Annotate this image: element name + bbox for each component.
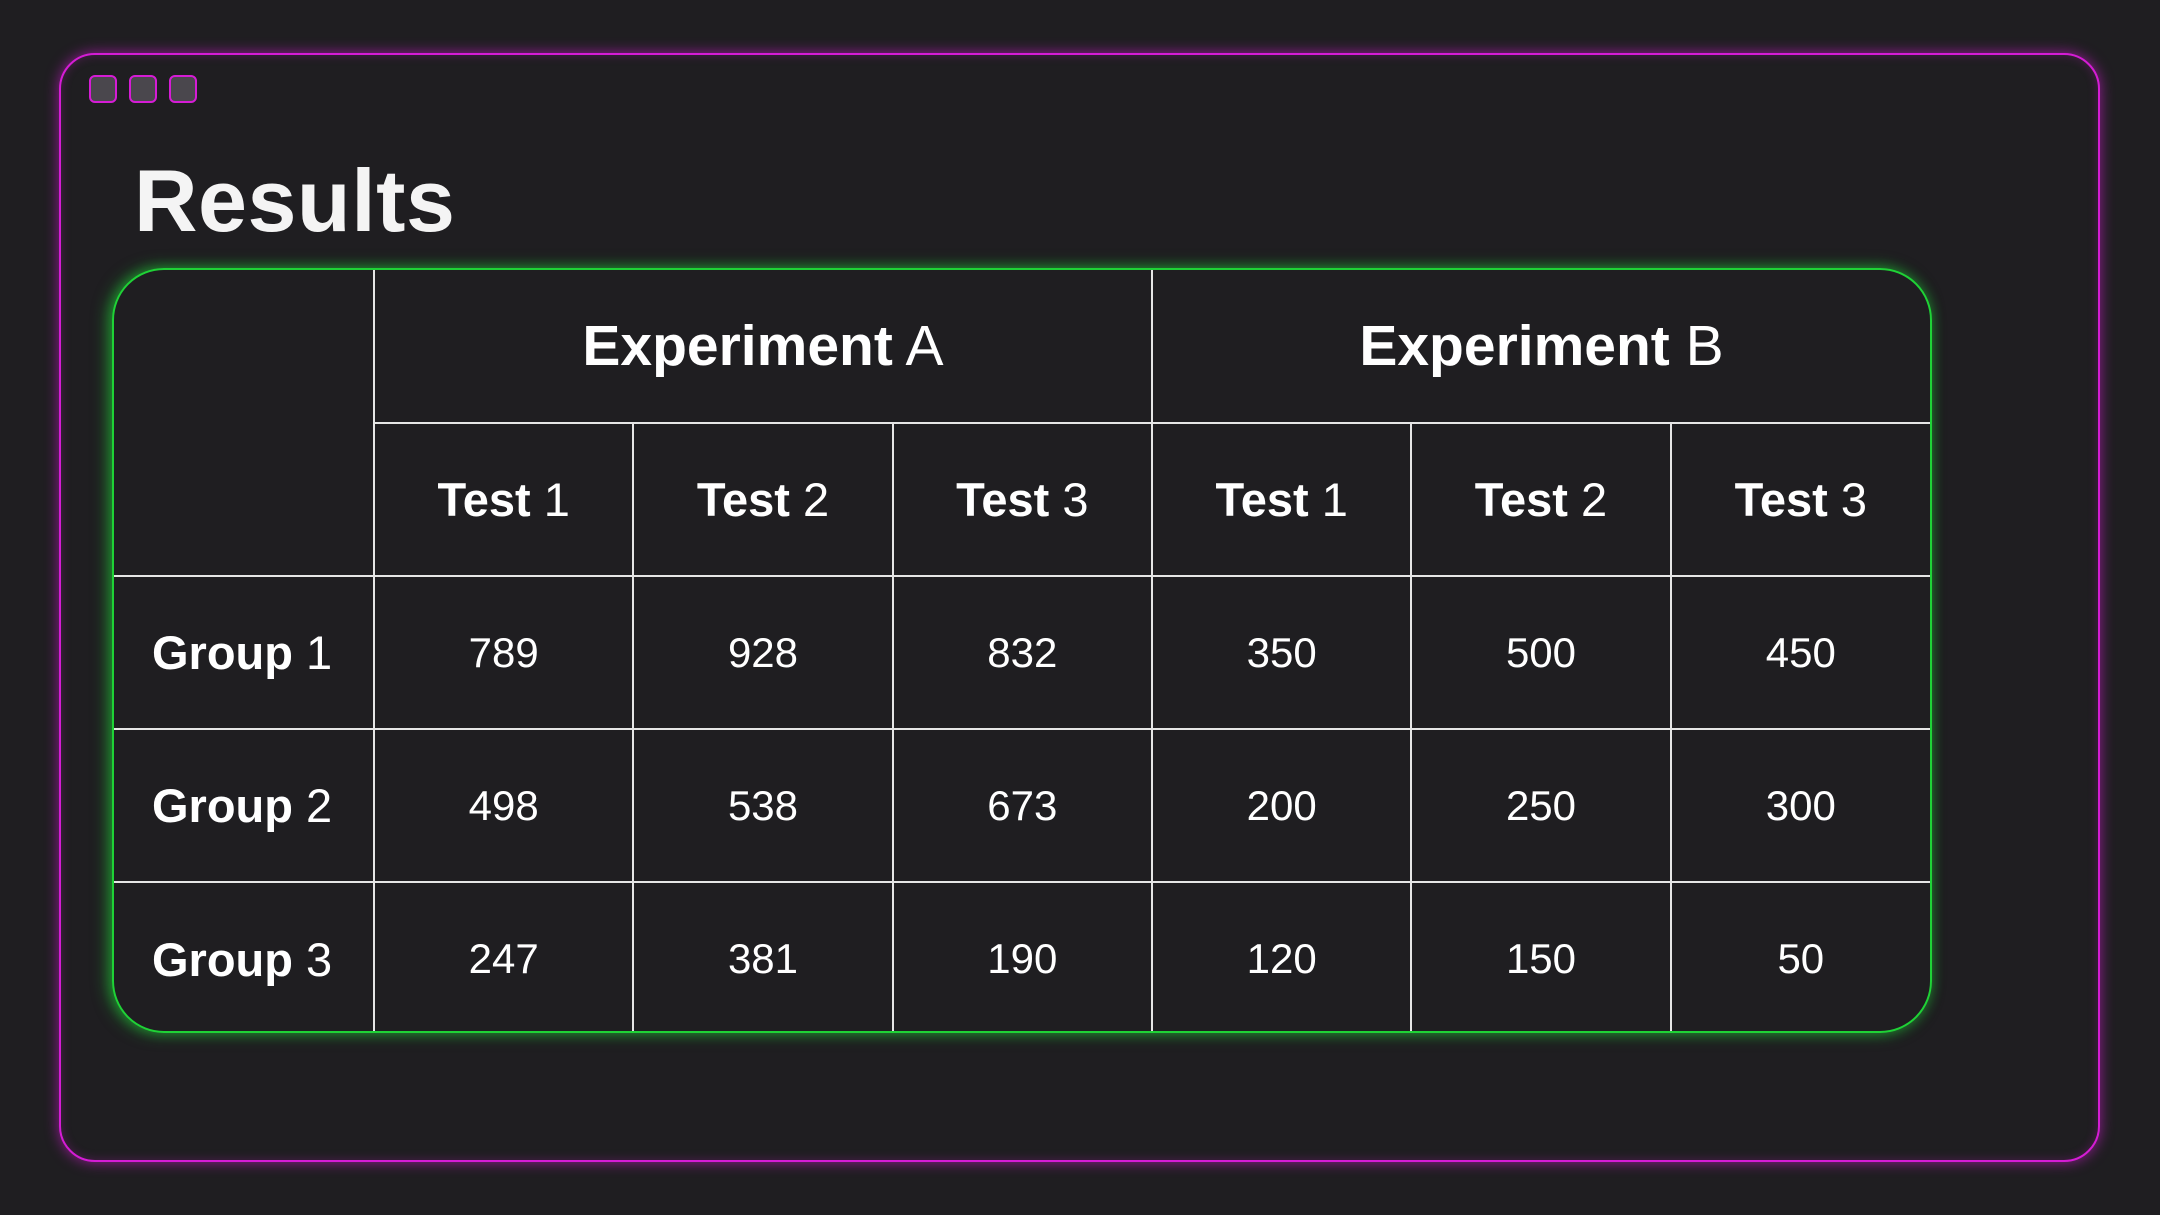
- table-row-group-3: Group 3 247 381 190 120 150 50: [114, 881, 1930, 1031]
- test-label: Test: [437, 473, 531, 526]
- table-cell: 500: [1410, 575, 1672, 730]
- experiment-b-label: Experiment: [1359, 314, 1670, 378]
- test-number: 2: [803, 473, 830, 526]
- table-cell: 200: [1150, 728, 1413, 883]
- test-header: Test 3: [891, 422, 1153, 577]
- table-cell: 50: [1669, 881, 1930, 1031]
- table-cell: 789: [372, 575, 635, 730]
- table-row-group-1: Group 1 789 928 832 350 500 450: [114, 575, 1930, 730]
- test-header: Test 3: [1669, 422, 1930, 577]
- table-cell: 300: [1669, 728, 1930, 883]
- group-header: Group 1: [114, 575, 375, 730]
- table-cell: 498: [372, 728, 635, 883]
- experiment-b-letter: B: [1685, 314, 1724, 378]
- table-cell: 928: [632, 575, 894, 730]
- corner-cell: [114, 270, 375, 577]
- test-number: 3: [1062, 473, 1089, 526]
- experiment-a-label: Experiment: [582, 314, 893, 378]
- experiment-a-letter: A: [905, 314, 944, 378]
- window-controls: [89, 75, 197, 103]
- group-label: Group: [152, 932, 293, 986]
- test-label: Test: [1474, 473, 1568, 526]
- test-header: Test 1: [1150, 422, 1413, 577]
- window-dot-2[interactable]: [129, 75, 157, 103]
- table-cell: 538: [632, 728, 894, 883]
- experiment-a-header: Experiment A: [373, 270, 1153, 424]
- experiment-b-header: Experiment B: [1150, 270, 1930, 424]
- results-table: Experiment A Experiment B Test 1 Test 2 …: [114, 270, 1930, 1031]
- group-label: Group: [152, 626, 293, 679]
- table-cell: 247: [372, 881, 635, 1031]
- table-cell: 190: [891, 881, 1153, 1031]
- test-number: 2: [1581, 473, 1608, 526]
- window-dot-1[interactable]: [89, 75, 117, 103]
- experiment-header-row: Experiment A Experiment B: [114, 270, 1930, 577]
- test-number: 1: [1321, 473, 1348, 526]
- group-header: Group 2: [114, 728, 375, 883]
- table-cell: 350: [1150, 575, 1413, 730]
- test-number: 3: [1840, 473, 1867, 526]
- test-header: Test 2: [632, 422, 894, 577]
- table-cell: 832: [891, 575, 1153, 730]
- group-label: Group: [152, 779, 293, 832]
- test-header: Test 1: [374, 422, 635, 577]
- test-number: 1: [543, 473, 570, 526]
- test-label: Test: [956, 473, 1050, 526]
- table-cell: 120: [1150, 881, 1413, 1031]
- test-header-row: Test 1 Test 2 Test 3 Test 1 Test 2 Test …: [114, 422, 1930, 577]
- test-header: Test 2: [1410, 422, 1672, 577]
- test-label: Test: [1215, 473, 1309, 526]
- page-title: Results: [134, 151, 456, 250]
- table-cell: 150: [1410, 881, 1672, 1031]
- table-cell: 450: [1669, 575, 1930, 730]
- table-row-group-2: Group 2 498 538 673 200 250 300: [114, 728, 1930, 883]
- group-number: 2: [306, 779, 333, 832]
- test-label: Test: [1734, 473, 1828, 526]
- group-number: 1: [306, 626, 333, 679]
- table-cell: 381: [632, 881, 894, 1031]
- test-label: Test: [696, 473, 790, 526]
- table-cell: 250: [1410, 728, 1672, 883]
- results-table-container: Experiment A Experiment B Test 1 Test 2 …: [112, 268, 1932, 1033]
- window-dot-3[interactable]: [169, 75, 197, 103]
- table-cell: 673: [891, 728, 1153, 883]
- group-header: Group 3: [114, 881, 375, 1031]
- group-number: 3: [306, 932, 333, 986]
